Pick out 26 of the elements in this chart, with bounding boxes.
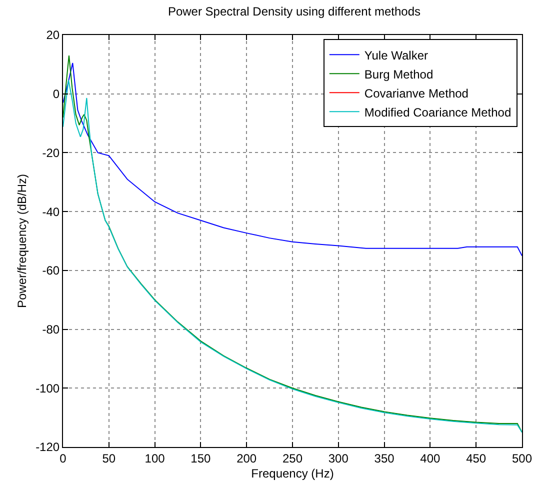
y-tick-label: 20 <box>46 28 60 42</box>
y-tick-label: -80 <box>42 322 60 336</box>
legend-label: Modified Coariance Method <box>364 105 512 120</box>
x-tick-label: 400 <box>420 451 441 466</box>
x-tick-label: 500 <box>512 451 532 466</box>
x-tick-label: 300 <box>328 451 349 466</box>
y-axis-title: Power/frequency (dB/Hz) <box>14 174 29 308</box>
y-tick-label: -100 <box>36 381 60 396</box>
legend-label: Yule Walker <box>364 48 428 62</box>
x-tick-label: 150 <box>190 451 212 466</box>
y-tick-label: -60 <box>42 264 60 278</box>
x-tick-label: 100 <box>144 451 166 466</box>
legend-label: Covarianve Method <box>364 86 468 100</box>
x-tick-label: 250 <box>282 451 303 466</box>
x-tick-label: 50 <box>102 451 116 466</box>
x-tick-label: 450 <box>466 451 486 466</box>
x-tick-label: 350 <box>374 451 395 466</box>
y-tick-label: 0 <box>52 87 60 102</box>
y-tick-label: -40 <box>42 204 60 219</box>
x-tick-label: 200 <box>236 451 257 466</box>
y-tick-label: -120 <box>36 440 60 454</box>
x-axis-title: Frequency (Hz) <box>251 466 334 480</box>
y-tick-label: -20 <box>42 146 60 160</box>
legend-label: Burg Method <box>364 67 434 82</box>
line-series <box>63 62 522 256</box>
chart-title: Power Spectral Density using different methods <box>168 4 421 19</box>
